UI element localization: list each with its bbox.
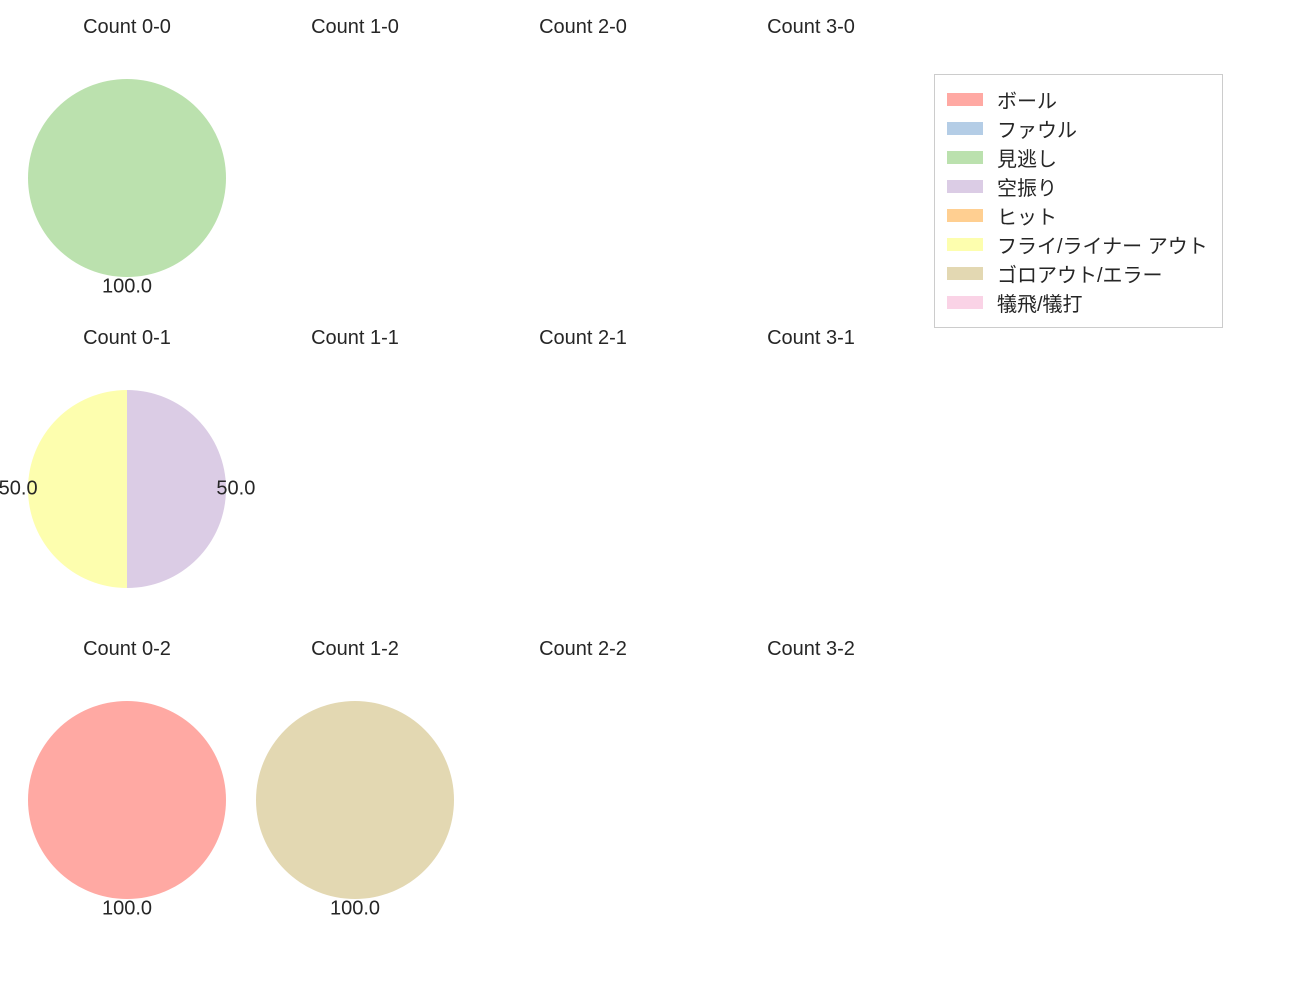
legend-label: 空振り — [997, 172, 1057, 201]
panel-title: Count 2-0 — [539, 16, 627, 39]
chart-stage: Count 0-0 Count 1-0 Count 2-0 Count 3-0 Coun… — [0, 0, 1300, 1000]
panel-title: Count 0-1 — [83, 327, 171, 350]
pie-slice-label: 50.0 — [0, 478, 38, 501]
legend-item: フライ/ライナー アウト — [947, 230, 1208, 259]
legend-label: 見逃し — [997, 143, 1057, 172]
pie-slice — [256, 701, 454, 899]
legend-item: 空振り — [947, 172, 1208, 201]
legend-label: ボール — [997, 85, 1057, 114]
legend-label: ファウル — [997, 114, 1077, 143]
panel-title: Count 1-2 — [311, 638, 399, 661]
legend-swatch — [947, 122, 983, 135]
legend-swatch — [947, 267, 983, 280]
legend-label: 犠飛/犠打 — [997, 288, 1083, 317]
legend-swatch — [947, 93, 983, 106]
panel-title: Count 0-2 — [83, 638, 171, 661]
pie-chart: 100.0 — [28, 701, 226, 899]
pie-slice — [28, 701, 226, 899]
pie-slice-label: 50.0 — [216, 478, 255, 501]
legend-item: 見逃し — [947, 143, 1208, 172]
pie-slice — [127, 390, 226, 588]
legend-item: ゴロアウト/エラー — [947, 259, 1208, 288]
pie-slice-label: 100.0 — [102, 897, 152, 920]
panel-title: Count 3-0 — [767, 16, 855, 39]
panel-title: Count 0-0 — [83, 16, 171, 39]
legend-label: ヒット — [997, 201, 1057, 230]
panel-title: Count 2-2 — [539, 638, 627, 661]
panel-title: Count 1-0 — [311, 16, 399, 39]
legend-item: ボール — [947, 85, 1208, 114]
panel-title: Count 2-1 — [539, 327, 627, 350]
panel-title: Count 3-1 — [767, 327, 855, 350]
legend-label: フライ/ライナー アウト — [997, 230, 1208, 259]
panel-title: Count 1-1 — [311, 327, 399, 350]
panel-title: Count 3-2 — [767, 638, 855, 661]
pie-chart: 100.0 — [256, 701, 454, 899]
legend: ボールファウル見逃し空振りヒットフライ/ライナー アウトゴロアウト/エラー犠飛/… — [934, 74, 1223, 328]
legend-swatch — [947, 151, 983, 164]
legend-swatch — [947, 209, 983, 222]
legend-swatch — [947, 238, 983, 251]
pie-slice — [28, 390, 127, 588]
legend-item: 犠飛/犠打 — [947, 288, 1208, 317]
pie-slice-label: 100.0 — [102, 275, 152, 298]
pie-slice — [28, 79, 226, 277]
legend-swatch — [947, 296, 983, 309]
pie-chart: 100.0 — [28, 79, 226, 277]
legend-item: ファウル — [947, 114, 1208, 143]
legend-item: ヒット — [947, 201, 1208, 230]
pie-slice-label: 100.0 — [330, 897, 380, 920]
legend-swatch — [947, 180, 983, 193]
pie-chart: 50.050.0 — [28, 390, 226, 588]
legend-label: ゴロアウト/エラー — [997, 259, 1163, 288]
